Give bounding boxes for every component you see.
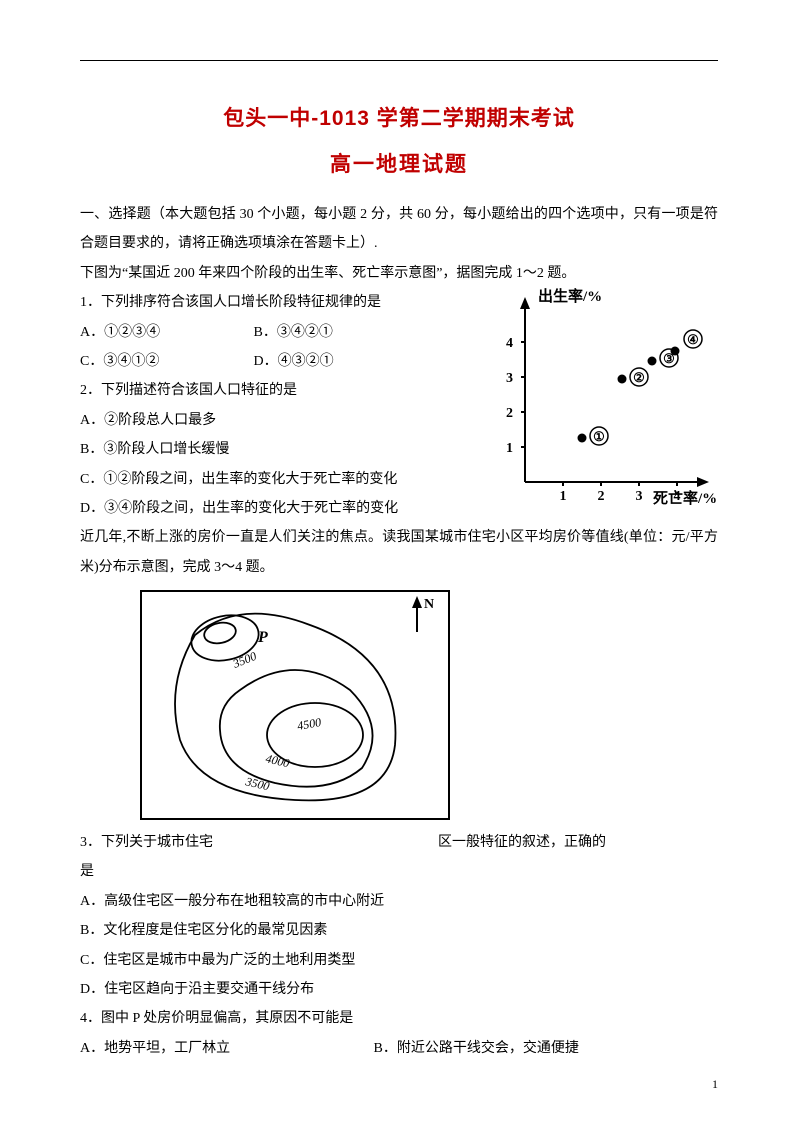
ylabel: 出生率/% — [538, 287, 602, 305]
q1-option-d: D．④③②① — [254, 347, 334, 376]
housing-price-contour-map: N 3500 4500 4000 3500 P — [140, 590, 450, 820]
point-label-2: ② — [633, 370, 645, 385]
q4-options-row: A．地势平坦，工厂林立 B．附近公路干线交会，交通便捷 — [80, 1034, 718, 1063]
q3-stem-tail: 是 — [80, 857, 718, 886]
p-label: P — [257, 629, 268, 646]
q1-option-a: A．①②③④ — [80, 318, 250, 347]
xtick-1: 1 — [560, 489, 567, 504]
axes: 1 2 3 4 1 2 3 4 — [506, 297, 709, 504]
q1-q2-block: 下图为“某国近 200 年来四个阶段的出生率、死亡率示意图”，据图完成 1～2 … — [80, 259, 718, 524]
exam-title-main: 包头一中-1013 学第二学期期末考试 — [80, 102, 718, 132]
passage-2: 近几年,不断上涨的房价一直是人们关注的焦点。读我国某城市住宅小区平均房价等值线(… — [80, 523, 718, 582]
ytick-1: 1 — [506, 441, 513, 456]
q3-stem-right: 区一般特征的叙述，正确的 — [438, 835, 606, 850]
passage-1: 下图为“某国近 200 年来四个阶段的出生率、死亡率示意图”，据图完成 1～2 … — [80, 259, 718, 288]
xtick-2: 2 — [598, 489, 605, 504]
section-instructions: 一、选择题（本大题包括 30 个小题，每小题 2 分，共 60 分，每小题给出的… — [80, 200, 718, 259]
q3-stem-left: 3．下列关于城市住宅 — [80, 835, 213, 850]
xtick-3: 3 — [636, 489, 643, 504]
q3-option-b: B．文化程度是住宅区分化的最常见因素 — [80, 916, 718, 945]
q4-stem: 4．图中 P 处房价明显偏高，其原因不可能是 — [80, 1004, 718, 1033]
exam-page: 包头一中-1013 学第二学期期末考试 高一地理试题 一、选择题（本大题包括 3… — [0, 0, 793, 1122]
q1-option-c: C．③④①② — [80, 347, 250, 376]
q3-option-d: D．住宅区趋向于沿主要交通干线分布 — [80, 975, 718, 1004]
point-label-4: ④ — [687, 332, 699, 347]
data-points: ① ② ③ ④ — [578, 330, 703, 445]
point-label-1: ① — [593, 429, 605, 444]
xlabel: 死亡率/% — [653, 489, 717, 507]
north-label: N — [424, 597, 434, 612]
exam-title-sub: 高一地理试题 — [80, 148, 718, 178]
birth-death-scatter-chart: 1 2 3 4 1 2 3 4 出生率/% 死亡率/% — [483, 287, 733, 507]
q4-option-a: A．地势平坦，工厂林立 — [80, 1034, 370, 1063]
top-horizontal-rule — [80, 60, 718, 61]
q1-option-b: B．③④②① — [254, 318, 333, 347]
page-number: 1 — [712, 1077, 718, 1092]
contour-and-q3-row: N 3500 4500 4000 3500 P — [80, 582, 718, 828]
ytick-3: 3 — [506, 371, 513, 386]
q4-option-b: B．附近公路干线交会，交通便捷 — [374, 1034, 579, 1063]
q3-stem: 3．下列关于城市住宅 区一般特征的叙述，正确的 — [80, 828, 718, 857]
ytick-2: 2 — [506, 406, 513, 421]
q3-option-c: C．住宅区是城市中最为广泛的土地利用类型 — [80, 946, 718, 975]
ytick-4: 4 — [506, 336, 513, 351]
q3-option-a: A．高级住宅区一般分布在地租较高的市中心附近 — [80, 887, 718, 916]
